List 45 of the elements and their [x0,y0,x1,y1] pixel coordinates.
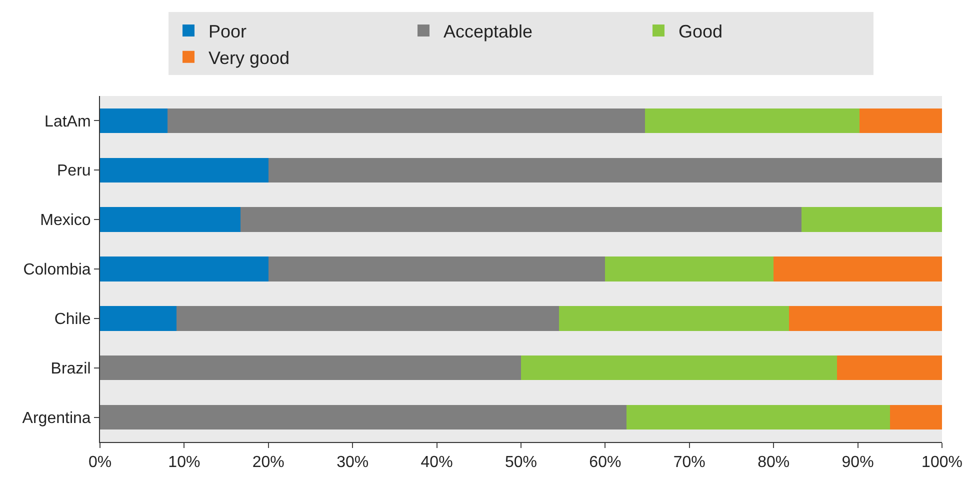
y-tick-label: Colombia [23,262,91,279]
legend-label: Very good [208,48,290,68]
bar [100,404,626,430]
bar [100,256,268,282]
bar [240,207,802,232]
bar [859,108,942,134]
bar [100,356,521,380]
bar [644,108,860,134]
x-tick-label: 90% [842,454,874,472]
bar [521,356,837,380]
bar [788,306,942,331]
x-tick-label: 50% [504,454,538,472]
x-tick-label: 30% [336,454,369,472]
y-tick-label: LatAm [44,113,91,130]
bar [836,356,942,380]
x-tick-label: 0% [88,454,112,472]
bar [605,256,774,282]
bar [100,158,268,182]
bar [801,207,942,232]
x-tick-label: 70% [673,454,706,472]
bar [774,256,942,282]
x-tick-label: 10% [168,454,200,472]
y-tick-label: Peru [57,162,91,180]
bar [558,306,789,331]
legend-label: Poor [208,21,247,42]
bar [890,404,942,430]
bar [626,404,890,430]
bar [176,306,559,331]
y-tick-label: Chile [54,311,91,328]
x-tick-label: 20% [252,454,284,472]
y-tick-label: Argentina [22,410,91,427]
x-tick-label: 40% [420,454,453,472]
bar [268,256,606,282]
bar [100,108,168,134]
bar [100,207,241,232]
legend-label: Good [678,21,723,42]
x-tick-label: 100% [922,454,962,472]
x-tick-label: 80% [758,454,790,472]
bar [268,158,942,182]
bar [167,108,645,134]
y-tick-label: Mexico [40,212,91,230]
bar [100,306,177,331]
x-tick-label: 60% [589,454,622,472]
legend-label: Acceptable [444,21,533,42]
y-tick-label: Brazil [50,360,91,378]
